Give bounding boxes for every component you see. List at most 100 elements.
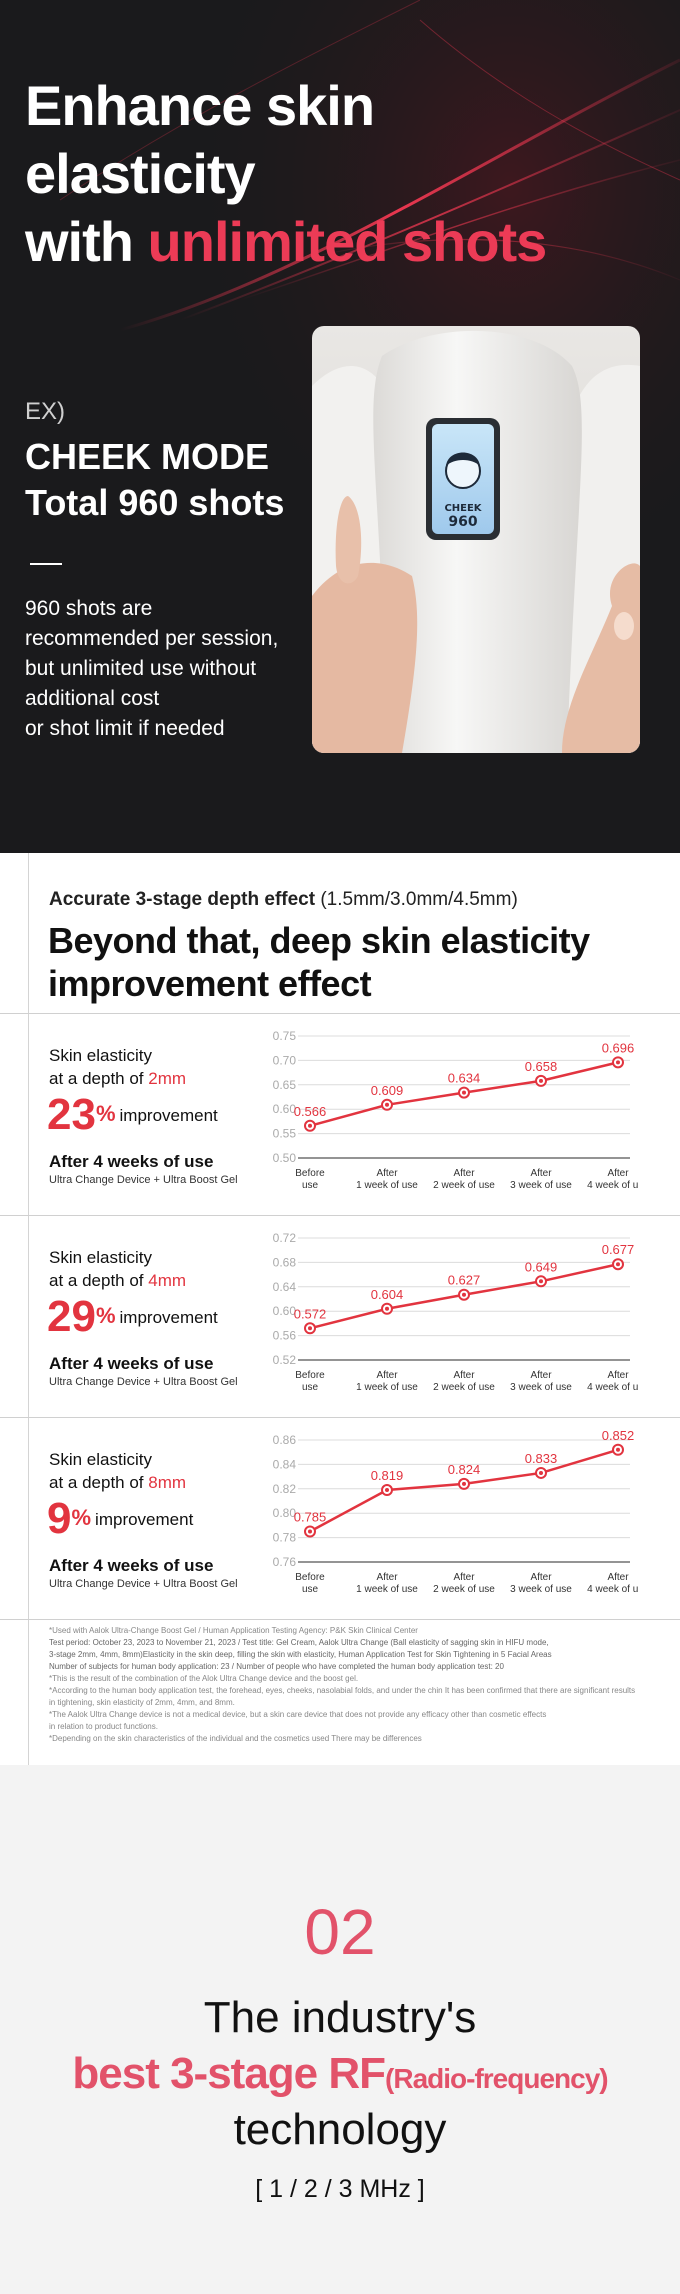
elasticity-chart-2mm: 0.75 0.70 0.65 0.60 0.55 0.50 0.566 0.609 0.634 0…	[273, 1029, 638, 1191]
separator-line	[0, 1215, 680, 1216]
x-tick-label: use	[302, 1382, 319, 1393]
subtitle-depths: (1.5mm/3.0mm/4.5mm)	[315, 889, 518, 910]
data-point-dot	[616, 1447, 620, 1452]
y-tick-label: 0.70	[273, 1053, 297, 1067]
footnote: in tightening, skin elasticity of 2mm, 4…	[49, 1698, 235, 1707]
depth-block-2mm: Skin elasticity at a depth of 2mm 23% imp…	[0, 1014, 680, 1215]
y-tick-label: 0.86	[273, 1433, 297, 1447]
y-tick-label: 0.64	[273, 1280, 297, 1294]
data-point-dot	[385, 1306, 389, 1311]
y-tick-label: 0.72	[273, 1231, 297, 1245]
section-number: 02	[304, 1896, 376, 1968]
x-tick-label: Before	[295, 1572, 325, 1583]
hero-section: Enhance skin elasticity with unlimited s…	[0, 0, 680, 853]
x-tick-label: Before	[295, 1168, 325, 1179]
data-point-dot	[308, 1326, 312, 1331]
x-tick-label: 4 week of use	[587, 1180, 638, 1191]
data-point-dot	[462, 1481, 466, 1486]
improvement-word: improvement	[95, 1510, 194, 1529]
y-tick-label: 0.78	[273, 1531, 297, 1545]
y-tick-label: 0.84	[273, 1457, 297, 1471]
x-tick-label: Before	[295, 1370, 325, 1381]
x-tick-label: After	[530, 1370, 552, 1381]
y-tick-label: 0.65	[273, 1078, 297, 1092]
improvement-percent: 29% improvement	[47, 1292, 218, 1342]
x-tick-label: 2 week of use	[433, 1584, 495, 1595]
data-label: 0.658	[525, 1059, 558, 1074]
rf-title-main: best 3-stage RF	[72, 2049, 386, 2098]
data-label: 0.634	[448, 1071, 481, 1086]
label-line1: Skin elasticity	[49, 1248, 152, 1267]
hero-title: Enhance skin elasticity with unlimited s…	[25, 72, 548, 276]
percent-sign: %	[71, 1505, 92, 1530]
data-point-dot	[385, 1488, 389, 1493]
x-tick-label: 3 week of use	[510, 1180, 572, 1191]
y-tick-label: 0.60	[273, 1102, 297, 1116]
mode-text: CHEEK MODE Total 960 shots	[25, 434, 284, 526]
data-label: 0.785	[294, 1510, 327, 1525]
footnote: *This is the result of the combination o…	[49, 1674, 359, 1683]
hero-title-accent: unlimited shots	[147, 210, 548, 273]
elasticity-chart-8mm: 0.86 0.84 0.82 0.80 0.78 0.76 0.785 0.819 0.824 0…	[273, 1430, 638, 1595]
data-label: 0.696	[602, 1040, 635, 1055]
x-tick-label: 1 week of use	[356, 1180, 418, 1191]
percent-sign: %	[95, 1303, 116, 1328]
footnote: *Used with Aalok Ultra-Change Boost Gel …	[49, 1626, 418, 1635]
x-tick-label: 3 week of use	[510, 1382, 572, 1393]
depth-value: 4mm	[148, 1271, 187, 1290]
hero-description: 960 shots are recommended per session, b…	[25, 594, 278, 744]
after-weeks-label: After 4 weeks of use	[49, 1556, 214, 1575]
y-tick-label: 0.56	[273, 1329, 297, 1343]
y-tick-label: 0.60	[273, 1304, 297, 1318]
x-tick-label: 1 week of use	[356, 1584, 418, 1595]
x-tick-label: After	[376, 1572, 398, 1583]
data-label: 0.566	[294, 1104, 327, 1119]
rf-title-line3: technology	[233, 2105, 447, 2154]
improvement-word: improvement	[119, 1106, 218, 1125]
data-point-dot	[539, 1078, 543, 1083]
label-prefix: at a depth of	[49, 1069, 149, 1088]
percent-number: 23	[47, 1090, 96, 1139]
hero-title-prefix: with	[25, 210, 148, 273]
footnote: 3-stage 2mm, 4mm, 8mm)Elasticity in the …	[49, 1650, 552, 1659]
label-line1: Skin elasticity	[49, 1046, 152, 1065]
x-tick-label: After	[530, 1572, 552, 1583]
x-tick-label: use	[302, 1584, 319, 1595]
data-point-dot	[616, 1060, 620, 1065]
x-tick-label: 3 week of use	[510, 1584, 572, 1595]
percent-number: 29	[47, 1292, 96, 1341]
desc-line: recommended per session,	[25, 627, 279, 650]
data-label: 0.609	[371, 1083, 404, 1098]
device-illustration: CHEEK 960	[312, 326, 640, 753]
block-label: Skin elasticity at a depth of 2mm	[49, 1044, 186, 1090]
improvement-word: improvement	[119, 1308, 218, 1327]
desc-line: additional cost	[25, 687, 160, 710]
footnote: *The Aalok Ultra Change device is not a …	[49, 1710, 547, 1719]
data-point-dot	[539, 1279, 543, 1284]
x-tick-label: 2 week of use	[433, 1180, 495, 1191]
block-label: Skin elasticity at a depth of 8mm	[49, 1448, 186, 1494]
data-label: 0.572	[294, 1306, 327, 1321]
x-tick-label: After	[376, 1370, 398, 1381]
separator-line	[0, 1013, 680, 1014]
data-label: 0.649	[525, 1259, 558, 1274]
data-label: 0.852	[602, 1430, 635, 1443]
data-label: 0.833	[525, 1451, 558, 1466]
rf-title-line2: best 3-stage RF(Radio-frequency)	[0, 2049, 680, 2099]
block-label: Skin elasticity at a depth of 4mm	[49, 1246, 186, 1292]
data-label: 0.819	[371, 1468, 404, 1483]
separator-line	[0, 1619, 680, 1620]
x-tick-label: use	[302, 1180, 319, 1191]
rf-title-line1: The industry's	[203, 1993, 477, 2042]
percent-number: 9	[47, 1494, 72, 1543]
x-tick-label: After	[530, 1168, 552, 1179]
divider-dash	[30, 563, 62, 565]
footnote: *Depending on the skin characteristics o…	[49, 1734, 422, 1743]
after-weeks-label: After 4 weeks of use	[49, 1152, 214, 1171]
rf-frequencies: [ 1 / 2 / 3 MHz ]	[255, 2175, 425, 2203]
depth-value: 8mm	[148, 1473, 187, 1492]
data-point-dot	[616, 1262, 620, 1267]
subtitle-bold: Accurate 3-stage depth effect	[49, 889, 316, 910]
x-tick-label: After	[453, 1572, 475, 1583]
separator-line	[0, 1417, 680, 1418]
